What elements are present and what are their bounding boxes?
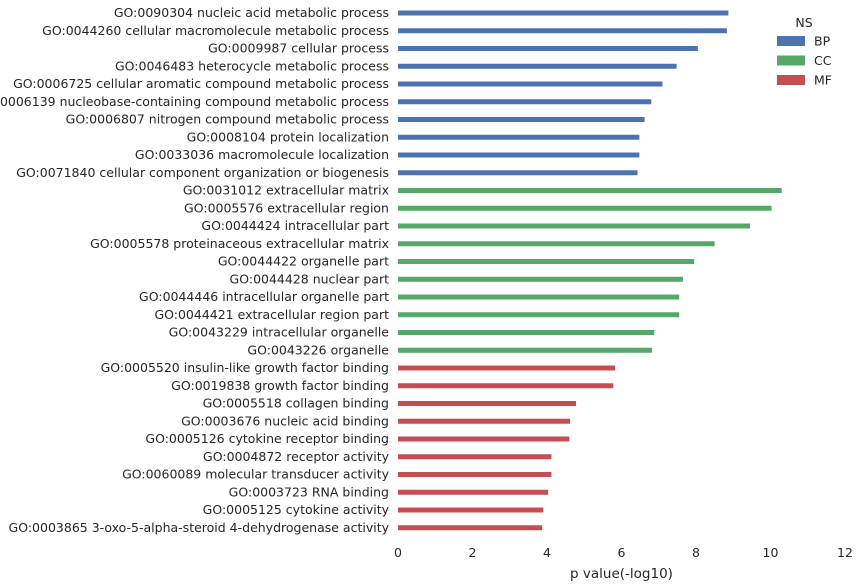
category-label: GO:0005576 extracellular region (184, 200, 389, 215)
category-label: GO:0043226 organelle (247, 342, 389, 357)
category-label: GO:0046483 heterocycle metabolic process (115, 58, 389, 73)
bar-bp (398, 63, 677, 69)
bars-layer (398, 10, 782, 531)
category-label: GO:0044428 nuclear part (230, 271, 390, 286)
x-tick-label: 10 (763, 545, 779, 560)
bar-bp (398, 117, 645, 122)
bar-cc (398, 223, 751, 229)
category-label: GO:0006725 cellular aromatic compound me… (13, 76, 389, 91)
legend-swatch-cc (777, 55, 805, 66)
bar-bp (398, 152, 640, 158)
legend-title: NS (795, 15, 812, 30)
x-tick-label: 0 (394, 545, 402, 560)
bar-mf (398, 507, 544, 513)
bar-cc (398, 330, 655, 335)
category-label: GO:0006139 nucleobase-containing compoun… (0, 94, 389, 109)
x-tick-label: 4 (543, 545, 551, 560)
x-tick-label: 8 (692, 545, 700, 560)
category-label: GO:0006807 nitrogen compound metabolic p… (66, 112, 389, 127)
category-label: GO:0044422 organelle part (218, 254, 389, 269)
category-label: GO:0033036 macromolecule localization (135, 147, 389, 162)
category-label: GO:0009987 cellular process (208, 41, 389, 56)
bar-mf (398, 454, 552, 460)
bar-cc (398, 276, 683, 282)
bar-bp (398, 10, 729, 16)
bar-cc (398, 312, 680, 318)
category-label: GO:0003723 RNA binding (229, 484, 389, 499)
category-label: GO:0044424 intracellular part (201, 218, 389, 233)
bar-mf (398, 418, 571, 424)
category-label: GO:0019838 growth factor binding (171, 378, 389, 393)
bar-bp (398, 81, 663, 87)
category-label: GO:0003676 nucleic acid binding (181, 413, 389, 428)
bar-cc (398, 188, 782, 193)
bar-bp (398, 46, 698, 51)
bar-cc (398, 259, 695, 264)
bar-cc (398, 294, 680, 300)
category-label: GO:0005520 insulin-like growth factor bi… (101, 360, 389, 375)
bar-mf (398, 489, 549, 495)
category-label: GO:0071840 cellular component organizati… (16, 165, 389, 180)
category-label: GO:0044446 intracellular organelle part (139, 289, 389, 304)
category-label: GO:0044260 cellular macromolecule metabo… (42, 23, 389, 38)
category-label: GO:0043229 intracellular organelle (169, 325, 390, 340)
category-label: GO:0005518 collagen binding (203, 396, 389, 411)
bar-mf (398, 383, 614, 389)
x-tick-label: 12 (837, 545, 853, 560)
bar-mf (398, 436, 570, 442)
x-tick-label: 6 (618, 545, 626, 560)
bar-cc (398, 205, 772, 211)
category-label: GO:0031012 extracellular matrix (183, 183, 389, 198)
bar-mf (398, 401, 577, 406)
category-label: GO:0005125 cytokine activity (203, 502, 390, 517)
category-label: GO:0008104 protein localization (187, 129, 389, 144)
bar-cc (398, 241, 715, 247)
x-tick-label: 2 (469, 545, 477, 560)
legend-label-mf: MF (814, 73, 832, 88)
category-label: GO:0090304 nucleic acid metabolic proces… (114, 5, 389, 20)
category-labels: GO:0090304 nucleic acid metabolic proces… (0, 5, 390, 535)
legend: NS BP CC MF (777, 15, 832, 88)
bar-mf (398, 525, 543, 531)
category-label: GO:0005578 proteinaceous extracellular m… (90, 236, 389, 251)
legend-label-cc: CC (814, 53, 832, 68)
bar-mf (398, 365, 616, 371)
bar-bp (398, 99, 652, 105)
legend-swatch-bp (777, 36, 805, 46)
bar-bp (398, 28, 727, 34)
bar-bp (398, 170, 638, 176)
category-label: GO:0005126 cytokine receptor binding (145, 431, 389, 446)
legend-swatch-mf (777, 75, 805, 85)
legend-label-bp: BP (814, 34, 831, 49)
bar-bp (398, 134, 640, 140)
category-label: GO:0044421 extracellular region part (154, 307, 389, 322)
category-label: GO:0003865 3-oxo-5-alpha-steroid 4-dehyd… (9, 520, 390, 535)
bar-mf (398, 472, 552, 477)
x-axis-label: p value(-log10) (570, 566, 673, 582)
x-axis: 0 2 4 6 8 10 12 (394, 545, 853, 560)
category-label: GO:0060089 molecular transducer activity (122, 467, 390, 482)
category-label: GO:0004872 receptor activity (203, 449, 390, 464)
bar-cc (398, 347, 653, 353)
